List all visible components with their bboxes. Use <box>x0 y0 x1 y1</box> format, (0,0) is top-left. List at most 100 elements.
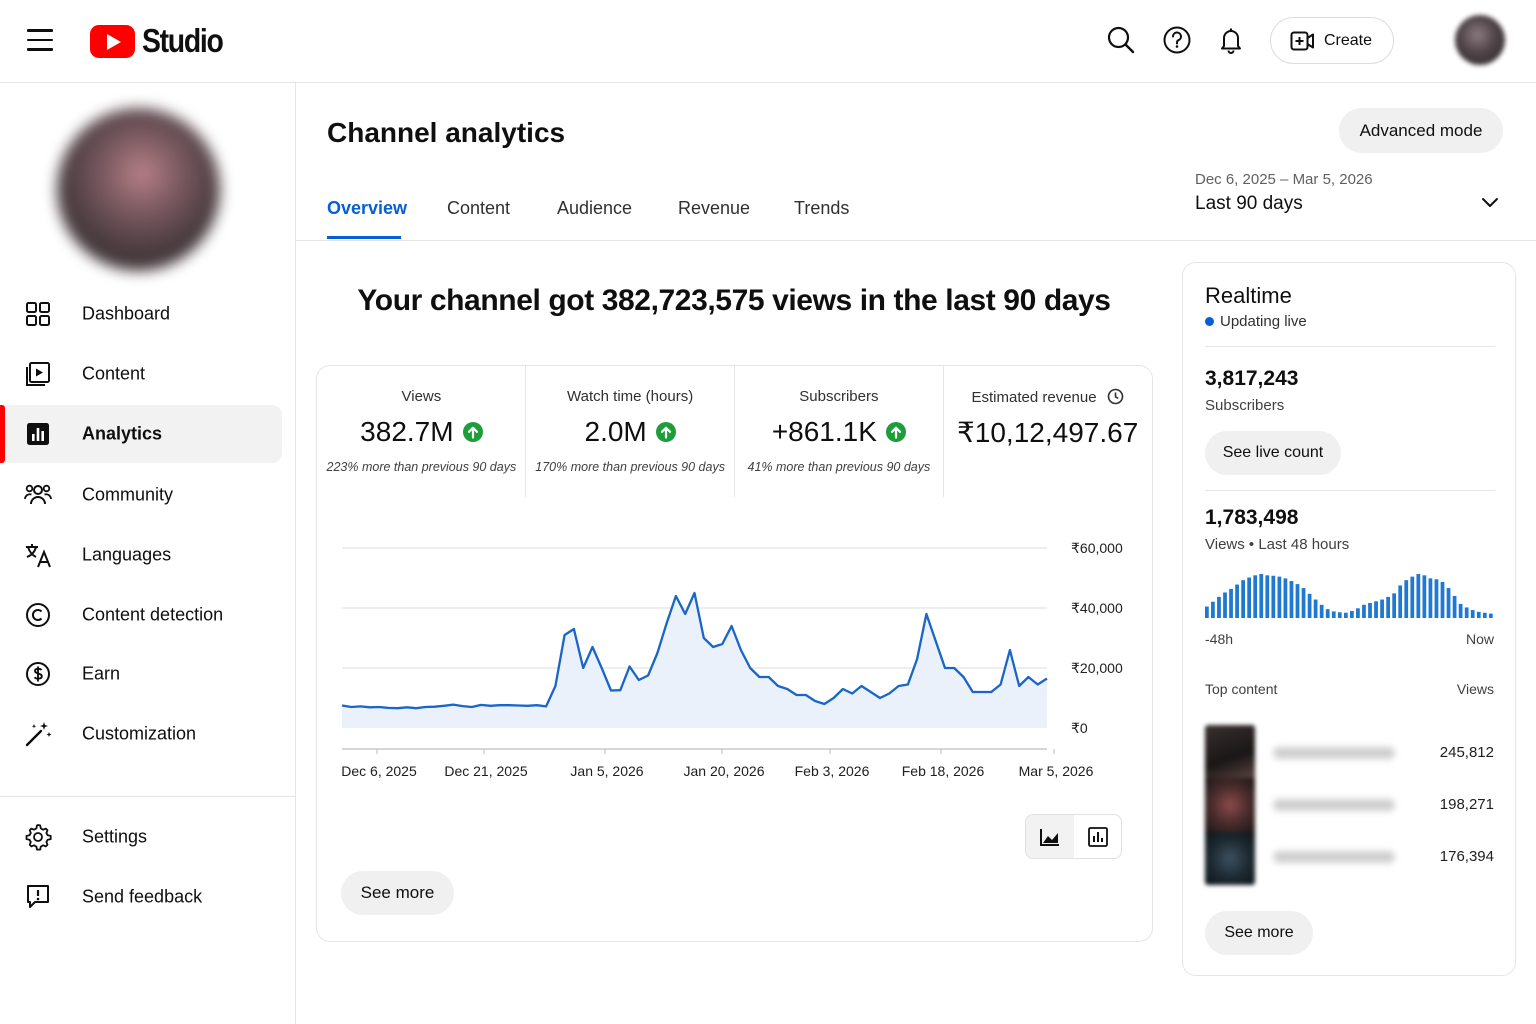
realtime-hour-bar[interactable] <box>1331 611 1336 618</box>
realtime-see-more-button[interactable]: See more <box>1205 911 1313 955</box>
sidebar-item-content-detection[interactable]: Content detection <box>0 586 282 644</box>
video-title-blurred[interactable] <box>1273 747 1395 759</box>
tab-trends[interactable]: Trends <box>794 198 850 218</box>
sidebar-item-languages[interactable]: Languages <box>0 526 282 584</box>
realtime-hour-bar[interactable] <box>1452 596 1457 618</box>
sidebar-item-community[interactable]: Community <box>0 466 282 524</box>
sidebar-item-analytics[interactable]: Analytics <box>0 405 282 463</box>
realtime-hour-bar[interactable] <box>1368 603 1372 618</box>
top-content-views: 176,394 <box>1439 848 1494 865</box>
realtime-hour-bar[interactable] <box>1289 581 1294 618</box>
youtube-studio-logo[interactable]: Studio <box>90 22 236 60</box>
realtime-hour-bar[interactable] <box>1404 580 1409 618</box>
sidebar-item-settings[interactable]: Settings <box>0 808 282 866</box>
divider <box>1205 490 1495 491</box>
realtime-hour-bar[interactable] <box>1440 581 1445 618</box>
realtime-hour-bar[interactable] <box>1211 601 1215 618</box>
realtime-hour-bar[interactable] <box>1476 611 1481 618</box>
top-content-views: 198,271 <box>1439 796 1494 813</box>
help-icon[interactable] <box>1157 20 1197 60</box>
date-range-text[interactable]: Dec 6, 2025 – Mar 5, 2026 <box>1195 171 1373 188</box>
realtime-hour-bar[interactable] <box>1313 599 1318 618</box>
realtime-hour-bar[interactable] <box>1350 610 1354 618</box>
notifications-bell-icon[interactable] <box>1211 20 1251 60</box>
realtime-hour-bar[interactable] <box>1235 584 1239 618</box>
video-thumbnail[interactable] <box>1205 725 1255 779</box>
realtime-hour-bar[interactable] <box>1319 604 1324 618</box>
top-content-thumbnails[interactable] <box>1205 725 1255 885</box>
metric-divider <box>525 366 527 497</box>
realtime-hour-bar[interactable] <box>1410 576 1415 618</box>
realtime-hour-bar[interactable] <box>1283 578 1288 618</box>
realtime-hour-bar[interactable] <box>1277 576 1282 618</box>
metric-views[interactable]: Views 382.7M 223% more than previous 90 da… <box>317 366 526 497</box>
x-tick-label: Mar 5, 2026 <box>1019 763 1094 779</box>
realtime-hour-bar[interactable] <box>1434 579 1439 618</box>
realtime-hour-bar[interactable] <box>1229 588 1233 618</box>
metric-subscribers[interactable]: Subscribers +861.1K 41% more than previous… <box>735 366 944 497</box>
realtime-hour-bar[interactable] <box>1482 612 1487 618</box>
realtime-hour-bar[interactable] <box>1241 580 1245 618</box>
sidebar-item-content[interactable]: Content <box>0 345 282 403</box>
video-thumbnail[interactable] <box>1205 778 1255 832</box>
realtime-hour-bar[interactable] <box>1295 584 1300 618</box>
realtime-hour-bar[interactable] <box>1392 593 1397 618</box>
realtime-hour-bar[interactable] <box>1343 612 1348 618</box>
y-tick-label: ₹20,000 <box>1071 660 1123 676</box>
realtime-hour-bar[interactable] <box>1374 601 1378 618</box>
tab-overview[interactable]: Overview <box>327 198 408 218</box>
date-preset-selector[interactable]: Last 90 days <box>1195 193 1303 214</box>
chevron-down-icon[interactable] <box>1478 190 1502 214</box>
realtime-hour-bar[interactable] <box>1223 592 1227 618</box>
search-icon[interactable] <box>1101 20 1141 60</box>
channel-avatar[interactable] <box>57 108 220 271</box>
see-more-button[interactable]: See more <box>341 871 454 915</box>
realtime-hour-bar[interactable] <box>1362 604 1366 618</box>
realtime-hour-bar[interactable] <box>1446 588 1451 618</box>
realtime-hour-bar[interactable] <box>1428 578 1433 618</box>
line-chart-toggle-icon[interactable] <box>1026 815 1074 858</box>
create-button[interactable]: Create <box>1270 17 1394 64</box>
video-thumbnail[interactable] <box>1205 831 1255 885</box>
realtime-hour-bar[interactable] <box>1416 574 1421 618</box>
realtime-hour-bar[interactable] <box>1265 575 1270 618</box>
tab-audience[interactable]: Audience <box>557 198 633 218</box>
advanced-mode-button[interactable]: Advanced mode <box>1339 108 1503 153</box>
realtime-hour-bar[interactable] <box>1458 603 1463 618</box>
realtime-hour-bar[interactable] <box>1307 593 1312 618</box>
realtime-hour-bar[interactable] <box>1380 599 1384 618</box>
realtime-hour-bar[interactable] <box>1488 613 1493 618</box>
sidebar-item-earn[interactable]: Earn <box>0 645 282 703</box>
realtime-hour-bar[interactable] <box>1386 596 1390 618</box>
realtime-hour-bar[interactable] <box>1217 596 1221 618</box>
dollar-icon <box>24 660 52 688</box>
realtime-hour-bar[interactable] <box>1247 577 1252 618</box>
metric-watch-time-hours[interactable]: Watch time (hours) 2.0M 170% more than pre… <box>526 366 735 497</box>
realtime-hour-bar[interactable] <box>1422 575 1427 618</box>
realtime-hour-bar[interactable] <box>1205 606 1209 618</box>
realtime-hour-bar[interactable] <box>1271 575 1276 618</box>
sidebar-item-customization[interactable]: Customization <box>0 705 282 763</box>
metric-estimated-revenue[interactable]: Estimated revenue ₹10,12,497.67 <box>943 366 1152 497</box>
tab-content[interactable]: Content <box>447 198 511 218</box>
realtime-hour-bar[interactable] <box>1259 574 1264 618</box>
realtime-hour-bar[interactable] <box>1253 575 1258 618</box>
see-live-count-button[interactable]: See live count <box>1205 431 1341 475</box>
account-avatar[interactable] <box>1455 15 1505 65</box>
bar-chart-toggle-icon[interactable] <box>1074 815 1122 858</box>
video-title-blurred[interactable] <box>1273 851 1395 863</box>
realtime-hour-bar[interactable] <box>1464 607 1469 618</box>
realtime-hour-bar[interactable] <box>1356 608 1360 618</box>
tab-revenue[interactable]: Revenue <box>678 198 751 218</box>
realtime-hour-bar[interactable] <box>1325 609 1330 618</box>
x-tick-label: Dec 6, 2025 <box>341 763 417 779</box>
sidebar-item-dashboard[interactable]: Dashboard <box>0 285 282 343</box>
realtime-hour-bar[interactable] <box>1470 610 1475 618</box>
video-title-blurred[interactable] <box>1273 799 1395 811</box>
sidebar-item-send-feedback[interactable]: Send feedback <box>0 868 282 926</box>
realtime-hour-bar[interactable] <box>1337 612 1342 618</box>
series-line <box>341 591 1048 710</box>
hamburger-menu-icon[interactable] <box>22 24 58 56</box>
realtime-hour-bar[interactable] <box>1398 585 1403 618</box>
realtime-hour-bar[interactable] <box>1301 588 1306 618</box>
